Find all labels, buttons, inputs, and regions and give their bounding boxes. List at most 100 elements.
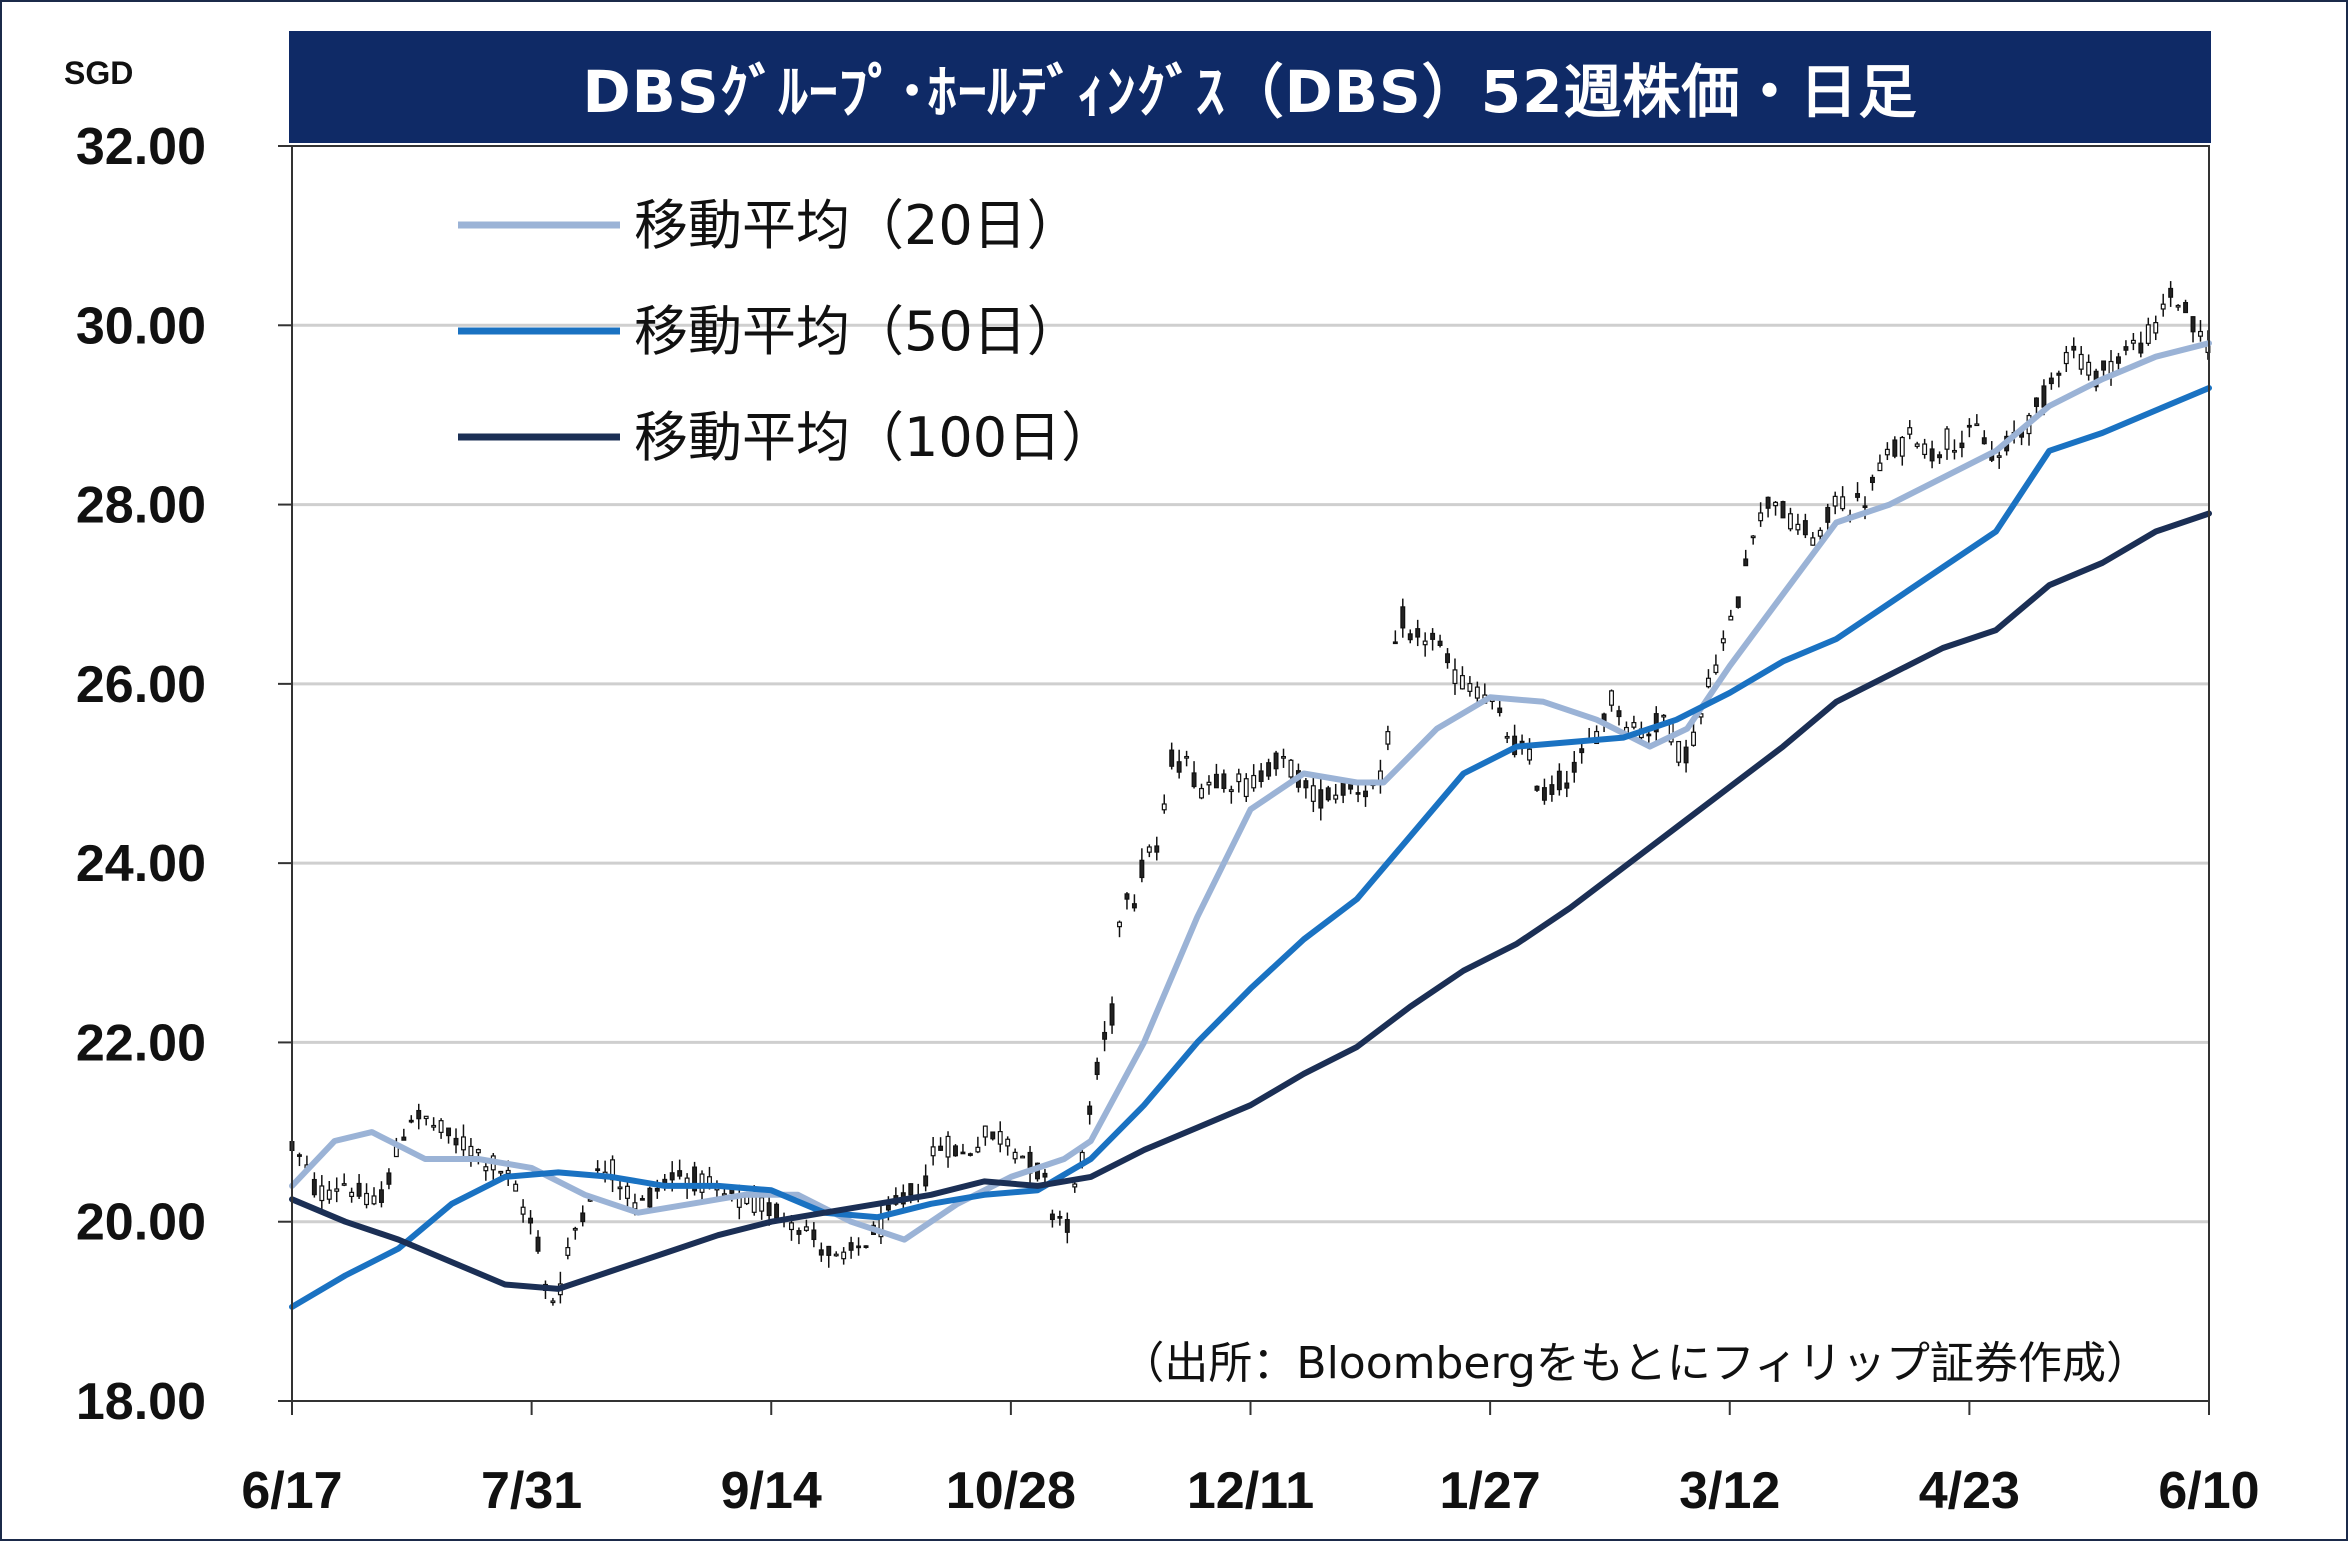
x-tick-label-4: 12/11	[1187, 1462, 1314, 1520]
candle	[1735, 596, 1741, 609]
candle	[2078, 346, 2084, 375]
candle	[438, 1118, 444, 1139]
candle	[1243, 773, 1249, 802]
candle	[416, 1103, 422, 1130]
candle	[1579, 742, 1585, 764]
candle	[1787, 507, 1793, 532]
candle	[1057, 1210, 1063, 1226]
candle	[1780, 500, 1786, 519]
candle	[1139, 848, 1145, 883]
candle	[1005, 1136, 1011, 1156]
candle	[856, 1237, 862, 1256]
candle	[1728, 609, 1734, 621]
y-tick-label-0: 32.00	[76, 118, 206, 176]
candle	[1206, 775, 1212, 795]
candle	[692, 1161, 698, 1196]
candle	[953, 1144, 958, 1157]
candle	[1325, 785, 1331, 802]
candle	[2026, 412, 2032, 446]
candle	[1407, 629, 1413, 644]
candle	[1385, 725, 1391, 751]
candle	[1504, 732, 1510, 744]
candle	[1236, 768, 1242, 793]
candle	[1691, 721, 1697, 747]
candle	[774, 1202, 780, 1219]
candle	[2056, 370, 2062, 388]
candle	[1840, 486, 1846, 512]
candle	[1102, 1021, 1108, 1052]
candle	[453, 1128, 459, 1154]
candle	[811, 1222, 817, 1248]
candle	[483, 1161, 489, 1181]
x-tick-label-2: 9/14	[721, 1462, 822, 1520]
candle	[2071, 337, 2077, 359]
candle	[1773, 500, 1779, 516]
candle	[1049, 1209, 1055, 1228]
candle	[2101, 360, 2107, 378]
candle	[1527, 738, 1532, 765]
candle	[1266, 758, 1272, 780]
candle	[1310, 777, 1316, 813]
candle	[1549, 775, 1555, 802]
candle	[468, 1138, 474, 1167]
candle	[1750, 535, 1756, 545]
candle	[364, 1183, 370, 1209]
candle	[2168, 281, 2174, 307]
candle	[1914, 441, 1920, 449]
candle	[997, 1121, 1003, 1153]
candle	[1832, 491, 1838, 515]
candle	[1616, 705, 1622, 726]
candle	[2145, 317, 2151, 346]
candle	[378, 1181, 384, 1208]
candle	[498, 1170, 504, 1177]
candle	[1363, 782, 1368, 807]
candle	[1012, 1148, 1018, 1164]
candle	[1258, 763, 1264, 788]
candle	[826, 1245, 832, 1268]
y-tick-label-7: 18.00	[76, 1373, 206, 1431]
moving-average-lines	[289, 340, 2212, 1310]
candle	[1467, 676, 1473, 697]
candle	[1877, 454, 1883, 472]
candle	[1795, 513, 1801, 535]
candle	[1884, 442, 1890, 461]
candle	[930, 1136, 936, 1166]
candle	[431, 1117, 437, 1131]
candle	[401, 1128, 407, 1141]
candle	[1937, 451, 1943, 464]
candle	[1213, 763, 1219, 789]
candle	[1161, 794, 1167, 814]
candle	[1094, 1057, 1100, 1080]
candle	[960, 1143, 966, 1155]
candle	[841, 1247, 847, 1265]
candle	[1534, 785, 1540, 792]
candle	[1869, 474, 1875, 491]
candle	[1430, 628, 1436, 651]
candle	[1474, 681, 1480, 703]
candle	[1377, 759, 1383, 794]
candle	[446, 1127, 452, 1144]
y-tick-label-5: 22.00	[76, 1014, 206, 1072]
x-tick-label-5: 1/27	[1440, 1462, 1541, 1520]
y-tick-label-3: 26.00	[76, 656, 206, 714]
candle	[1765, 496, 1771, 518]
candle	[990, 1131, 996, 1141]
candle	[461, 1124, 466, 1156]
candle	[1512, 724, 1518, 758]
legend-label-1: 移動平均（50日）	[634, 300, 1081, 363]
y-tick-label-6: 20.00	[76, 1194, 206, 1252]
candle	[1497, 698, 1503, 717]
candle	[2130, 333, 2136, 351]
candle	[2175, 304, 2181, 311]
candle	[1131, 894, 1137, 912]
candle	[1117, 920, 1122, 938]
candle	[580, 1205, 586, 1227]
candle	[2183, 299, 2189, 314]
candle	[349, 1187, 355, 1203]
candle	[2048, 372, 2054, 390]
candle	[572, 1226, 578, 1240]
candle	[1303, 778, 1309, 799]
candle	[386, 1168, 392, 1190]
candle	[341, 1173, 347, 1187]
